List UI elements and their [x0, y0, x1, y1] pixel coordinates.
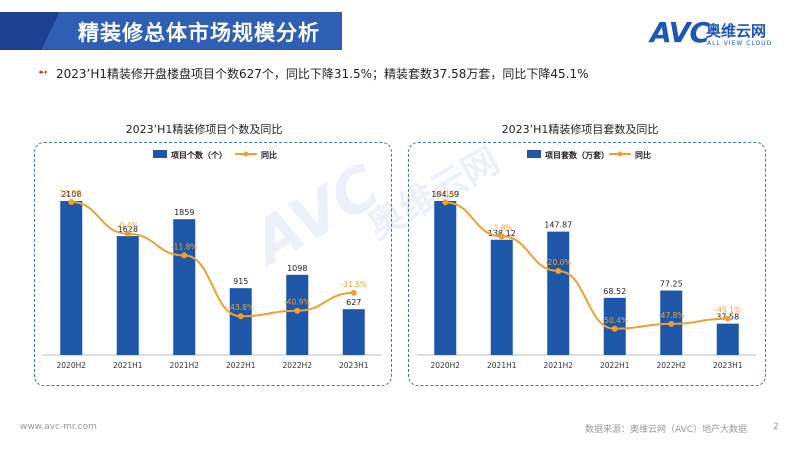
bar	[116, 236, 139, 355]
chart-1-title: 2023’H1精装修项目个数及同比	[125, 123, 283, 136]
x-tick-label: 2020H2	[57, 361, 87, 370]
bar-value-label: 77.25	[660, 280, 683, 289]
bar	[716, 323, 739, 355]
logo-mark: AVC	[650, 16, 710, 49]
footer-website: www.avc-mr.com	[20, 422, 97, 432]
yoy-label: -31.5%	[340, 280, 367, 289]
chart-1-svg: 项目个数（个） 同比 2108 2020H2 1628 2021H1 1859 2021H2 9…	[43, 150, 382, 370]
legend-bar-label: 项目套数（万套）	[545, 150, 609, 160]
legend-bar-label: 项目个数（个）	[171, 150, 227, 160]
yoy-label: 16.3%	[59, 189, 83, 198]
yoy-line	[71, 201, 354, 318]
bar	[434, 201, 457, 355]
legend-line-label: 同比	[635, 150, 651, 160]
x-tick-label: 2022H2	[657, 361, 687, 370]
yoy-label: -0.4%	[117, 221, 139, 230]
yoy-point	[555, 268, 562, 274]
x-tick-label: 2021H2	[170, 361, 200, 370]
bar-value-label: 147.87	[544, 221, 572, 230]
bar	[286, 274, 309, 355]
legend-line-marker	[617, 151, 623, 157]
legend-line-marker	[243, 151, 249, 157]
yoy-point	[181, 252, 188, 259]
yoy-label: -11.8%	[171, 242, 198, 251]
bar-value-label: 1859	[174, 208, 194, 217]
chart-1-panel: 项目个数（个） 同比 2108 2020H2 1628 2021H1 1859 2021H2 9…	[34, 142, 392, 386]
yoy-point	[498, 233, 505, 240]
yoy-label: 16.1%	[433, 189, 457, 198]
yoy-label: -20.0%	[545, 258, 572, 267]
bar-value-label: 138.12	[488, 229, 516, 238]
yoy-label: -43.8%	[227, 303, 254, 312]
logo-english-name: ALL VIEW CLOUD	[707, 40, 773, 47]
legend-line-label: 同比	[261, 150, 277, 160]
legend-bar-swatch	[527, 150, 541, 158]
avc-logo: AVC 奥维云网 ALL VIEW CLOUD	[650, 16, 780, 54]
yoy-point	[442, 199, 449, 206]
chart-2-panel: 项目套数（万套） 同比 184.59 2020H2 138.12 2021H1 147.87…	[408, 142, 766, 386]
title-bar-background	[42, 12, 342, 50]
bar	[60, 201, 83, 355]
chart-2-title: 2023’H1精装修项目套数及同比	[501, 123, 659, 136]
bar-value-label: 627	[346, 298, 361, 307]
yoy-point	[350, 289, 357, 296]
yoy-point	[237, 313, 244, 320]
bar-value-label: 915	[233, 277, 248, 286]
x-tick-label: 2022H1	[226, 361, 256, 370]
chart-2-svg: 项目套数（万套） 同比 184.59 2020H2 138.12 2021H1 147.87…	[417, 150, 756, 370]
yoy-label: -47.8%	[658, 311, 685, 320]
x-tick-label: 2022H1	[600, 361, 630, 370]
bar-value-label: 1628	[118, 225, 138, 234]
bar-value-label: 184.59	[431, 190, 459, 199]
bar	[490, 239, 513, 355]
yoy-point	[124, 230, 131, 237]
yoy-point	[294, 307, 301, 314]
yoy-label: -1.8%	[491, 223, 513, 232]
yoy-point	[611, 325, 618, 332]
x-tick-label: 2023H1	[713, 361, 743, 370]
x-tick-label: 2021H2	[544, 361, 574, 370]
page-title: 精装修总体市场规模分析	[78, 21, 320, 45]
yoy-label: -50.4%	[601, 316, 628, 325]
x-tick-label: 2021H1	[487, 361, 517, 370]
bar	[229, 288, 252, 355]
bar	[342, 309, 365, 355]
bar	[547, 231, 570, 355]
x-tick-label: 2023H1	[339, 361, 369, 370]
bar	[173, 219, 196, 355]
title-bar	[0, 12, 342, 50]
bar-value-label: 1098	[287, 264, 307, 273]
x-tick-label: 2022H2	[283, 361, 313, 370]
yoy-point	[724, 315, 731, 322]
bar-value-label: 2108	[61, 190, 81, 199]
bar-value-label: 68.52	[603, 287, 626, 296]
yoy-label: -40.9%	[284, 298, 311, 307]
x-tick-label: 2020H2	[431, 361, 461, 370]
logo-chinese-name: 奥维云网	[706, 22, 767, 40]
x-tick-label: 2021H1	[113, 361, 143, 370]
yoy-point	[68, 199, 75, 206]
yoy-line	[445, 201, 728, 330]
yoy-point	[668, 320, 675, 327]
legend-bar-swatch	[153, 150, 167, 158]
yoy-label: -45.1%	[714, 306, 741, 315]
arrow-bullet-icon: ➻	[38, 65, 49, 79]
footer-source: 数据来源：奥维云网（AVC）地产大数据	[585, 425, 748, 435]
summary-text: 2023’H1精装修开盘楼盘项目个数627个，同比下降31.5%；精装套数37.…	[56, 67, 589, 81]
page-number: 2	[773, 422, 779, 432]
